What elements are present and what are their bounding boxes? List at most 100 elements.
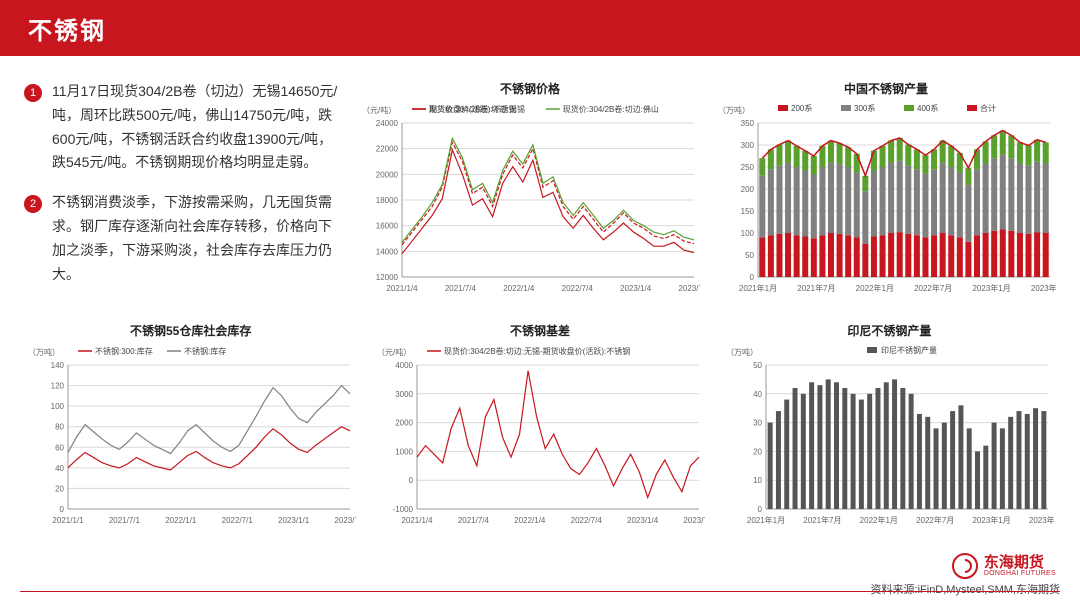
svg-text:2021/1/4: 2021/1/4 <box>386 284 418 293</box>
svg-text:0: 0 <box>59 505 64 514</box>
svg-text:300系: 300系 <box>854 103 875 113</box>
svg-text:（元/吨）: （元/吨） <box>377 347 411 357</box>
svg-text:14000: 14000 <box>376 247 399 256</box>
svg-text:140: 140 <box>50 361 64 370</box>
svg-text:20: 20 <box>753 447 762 456</box>
svg-text:2021/1/1: 2021/1/1 <box>52 516 84 525</box>
logo-en: DONGHAI FUTURES <box>984 570 1056 577</box>
svg-text:2022年7月: 2022年7月 <box>916 515 954 525</box>
svg-text:不锈钢:库存: 不锈钢:库存 <box>184 346 226 356</box>
svg-text:（万吨）: （万吨） <box>718 105 750 115</box>
bullet-text-2: 不锈钢消费淡季，下游按需采购，几无囤货需求。钢厂库存逐渐向社会库存转移，价格向下… <box>52 191 344 286</box>
footer-source: 资料来源:iFinD,Mysteel,SMM,东海期货 <box>871 581 1060 597</box>
bullet-num-1: 1 <box>24 84 42 102</box>
footer-divider <box>20 591 1060 592</box>
svg-text:50: 50 <box>753 361 762 370</box>
svg-text:现货价:304/2B卷:切边:无锡-期货收盘价(活跃):不锈: 现货价:304/2B卷:切边:无锡-期货收盘价(活跃):不锈钢 <box>444 346 630 356</box>
svg-text:3000: 3000 <box>395 390 413 399</box>
svg-text:20: 20 <box>55 484 64 493</box>
chart-basis-title: 不锈钢基差 <box>510 322 570 339</box>
svg-text:30: 30 <box>753 419 762 428</box>
chart-inventory-title: 不锈钢55仓库社会库存 <box>130 322 251 339</box>
bullet-2: 2 不锈钢消费淡季，下游按需采购，几无囤货需求。钢厂库存逐渐向社会库存转移，价格… <box>24 191 344 286</box>
logo-icon <box>952 553 978 579</box>
svg-text:不锈钢:300:库存: 不锈钢:300:库存 <box>95 346 153 356</box>
bullets: 1 11月17日现货304/2B卷（切边）无锡14650元/吨，周环比跌500元… <box>24 80 344 304</box>
svg-text:2021年7月: 2021年7月 <box>797 283 835 293</box>
svg-text:2021年1月: 2021年1月 <box>747 515 785 525</box>
svg-text:2021/7/4: 2021/7/4 <box>458 516 490 525</box>
svg-text:合计: 合计 <box>980 103 996 113</box>
logo-cn: 东海期货 <box>984 555 1056 570</box>
svg-text:2022年1月: 2022年1月 <box>856 283 894 293</box>
svg-text:2023/7/1: 2023/7/1 <box>334 516 356 525</box>
content: 1 11月17日现货304/2B卷（切边）无锡14650元/吨，周环比跌500元… <box>0 56 1080 571</box>
bullet-1: 1 11月17日现货304/2B卷（切边）无锡14650元/吨，周环比跌500元… <box>24 80 344 175</box>
svg-text:300: 300 <box>741 141 755 150</box>
svg-text:2023/1/4: 2023/1/4 <box>620 284 652 293</box>
svg-text:100: 100 <box>50 402 64 411</box>
svg-text:（万吨）: （万吨） <box>726 347 758 357</box>
svg-text:2022/1/4: 2022/1/4 <box>503 284 535 293</box>
svg-text:2021年1月: 2021年1月 <box>739 283 777 293</box>
chart-indo-prod: 印尼不锈钢产量 01020304050（万吨）2021年1月2021年7月202… <box>723 322 1056 532</box>
svg-text:2023年1月: 2023年1月 <box>973 515 1011 525</box>
bullet-text-1: 11月17日现货304/2B卷（切边）无锡14650元/吨，周环比跌500元/吨… <box>52 80 344 175</box>
chart-price-title: 不锈钢价格 <box>500 80 560 97</box>
svg-text:2023/1/1: 2023/1/1 <box>278 516 310 525</box>
svg-text:2021/7/4: 2021/7/4 <box>445 284 477 293</box>
svg-text:2021/7/1: 2021/7/1 <box>108 516 140 525</box>
svg-text:12000: 12000 <box>376 273 399 282</box>
svg-text:200: 200 <box>741 185 755 194</box>
svg-text:24000: 24000 <box>376 119 399 128</box>
svg-text:-1000: -1000 <box>393 505 414 514</box>
chart-price: 不锈钢价格 1200014000160001800020000220002400… <box>360 80 700 304</box>
svg-text:10: 10 <box>753 476 762 485</box>
chart-china-prod-title: 中国不锈钢产量 <box>844 80 928 97</box>
svg-text:2023/7/4: 2023/7/4 <box>678 284 700 293</box>
bullet-num-2: 2 <box>24 195 42 213</box>
svg-text:250: 250 <box>741 163 755 172</box>
footer: 东海期货 DONGHAI FUTURES 资料来源:iFinD,Mysteel,… <box>0 571 1080 607</box>
chart-china-prod: 中国不锈钢产量 0 50 100 150 200 250 300 350 （万吨） 2021年1月… <box>716 80 1056 304</box>
svg-text:2023/1/4: 2023/1/4 <box>627 516 659 525</box>
svg-text:0: 0 <box>758 505 763 514</box>
svg-text:0: 0 <box>750 273 755 282</box>
slide-header: 不锈钢 <box>0 0 1080 56</box>
svg-text:60: 60 <box>55 443 64 452</box>
chart-inventory-svg: 0 20 40 60 80 100 120 140 （万吨） 2021/1/1 2021/7/1 20… <box>26 341 356 531</box>
chart-inventory: 不锈钢55仓库社会库存 0 20 40 60 80 100 120 140 （万吨） 2021/1… <box>24 322 357 532</box>
svg-text:2023年1月: 2023年1月 <box>972 283 1010 293</box>
svg-text:50: 50 <box>745 251 754 260</box>
svg-text:印尼不锈钢产量: 印尼不锈钢产量 <box>881 345 937 355</box>
svg-text:350: 350 <box>741 119 755 128</box>
svg-text:120: 120 <box>50 382 64 391</box>
svg-text:0: 0 <box>409 476 414 485</box>
svg-text:100: 100 <box>741 229 755 238</box>
svg-text:2022年7月: 2022年7月 <box>914 283 952 293</box>
svg-text:400系: 400系 <box>917 103 938 113</box>
svg-text:期货收盘价(活跃):不锈钢: 期货收盘价(活跃):不锈钢 <box>429 104 517 114</box>
svg-text:2022/7/1: 2022/7/1 <box>221 516 253 525</box>
chart-china-prod-svg: 0 50 100 150 200 250 300 350 （万吨） 2021年1月 2021年7月 2… <box>716 99 1056 299</box>
svg-text:2022/7/4: 2022/7/4 <box>571 516 603 525</box>
chart-basis-svg: -100001000200030004000（元/吨）2021/1/42021/… <box>375 341 705 531</box>
svg-text:2023年7月: 2023年7月 <box>1031 283 1056 293</box>
svg-text:（万吨）: （万吨） <box>28 347 60 357</box>
logo: 东海期货 DONGHAI FUTURES <box>952 553 1056 579</box>
svg-text:2022年1月: 2022年1月 <box>860 515 898 525</box>
svg-text:18000: 18000 <box>376 196 399 205</box>
slide-title: 不锈钢 <box>28 11 106 46</box>
chart-indo-prod-title: 印尼不锈钢产量 <box>847 322 931 339</box>
svg-text:80: 80 <box>55 423 64 432</box>
svg-text:2022/1/1: 2022/1/1 <box>165 516 197 525</box>
chart-basis: 不锈钢基差 -100001000200030004000（元/吨）2021/1/… <box>373 322 706 532</box>
svg-text:（元/吨）: （元/吨） <box>362 105 396 115</box>
svg-text:2022/1/4: 2022/1/4 <box>514 516 546 525</box>
svg-text:150: 150 <box>741 207 755 216</box>
svg-text:4000: 4000 <box>395 361 413 370</box>
svg-text:2022/7/4: 2022/7/4 <box>562 284 594 293</box>
svg-text:40: 40 <box>753 390 762 399</box>
svg-text:40: 40 <box>55 464 64 473</box>
chart-price-svg: 12000140001600018000200002200024000（元/吨）… <box>360 99 700 299</box>
